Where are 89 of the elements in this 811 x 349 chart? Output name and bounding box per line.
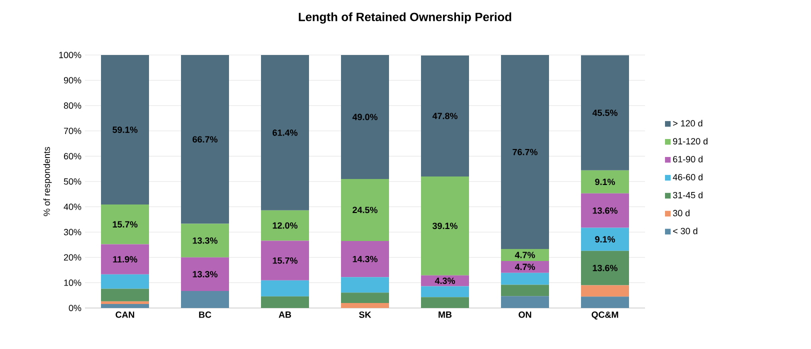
- bar: [581, 228, 630, 251]
- bar: [101, 288, 150, 302]
- bar: [581, 55, 630, 170]
- data-label: 4.3%: [434, 278, 455, 284]
- y-tick-label: 30%: [64, 228, 82, 236]
- y-tick-label: 20%: [64, 254, 82, 261]
- data-label: 11.9%: [113, 256, 138, 262]
- bar: [501, 284, 550, 296]
- x-tick-label: CAN: [116, 312, 134, 318]
- bar: [341, 292, 390, 303]
- data-label: 14.3%: [352, 256, 378, 262]
- legend-label: > 120 d: [673, 120, 702, 126]
- bar: [101, 55, 150, 205]
- bar: [421, 176, 470, 276]
- data-label: 13.6%: [592, 264, 618, 272]
- bar: [101, 204, 150, 244]
- x-tick-label: MB: [438, 312, 452, 318]
- data-label: 49.0%: [352, 114, 378, 120]
- x-tick-label: QC&M: [592, 312, 618, 320]
- legend-label: 30 d: [673, 210, 690, 216]
- y-tick-label: 60%: [64, 153, 82, 160]
- bar: [501, 260, 550, 273]
- data-label: 13.3%: [192, 237, 218, 244]
- data-label: 24.5%: [352, 206, 378, 214]
- y-tick-label: 50%: [64, 178, 82, 185]
- bar: [501, 272, 550, 285]
- bar: [341, 302, 390, 308]
- y-tick-label: 0%: [68, 304, 82, 312]
- y-tick-label: 70%: [64, 128, 82, 134]
- data-label: 45.5%: [592, 110, 618, 116]
- bar: [261, 55, 310, 210]
- bar: [341, 277, 390, 293]
- data-label: 13.3%: [192, 271, 218, 278]
- data-label: 59.1%: [112, 126, 138, 133]
- bar: [501, 249, 550, 261]
- legend-label: 91-120 d: [673, 138, 708, 144]
- data-label: 12.0%: [272, 222, 298, 229]
- bar: [581, 170, 630, 194]
- bar: [341, 240, 390, 278]
- data-label: 47.8%: [432, 112, 458, 120]
- data-label: 76.7%: [512, 148, 538, 156]
- bar: [581, 285, 630, 297]
- bar: [101, 301, 150, 304]
- chart-title: Length of Retained Ownership Period: [298, 12, 512, 24]
- bar: [101, 274, 150, 289]
- x-tick-label: SK: [359, 312, 372, 318]
- bar: [101, 244, 150, 274]
- data-label: 9.1%: [595, 178, 615, 186]
- bar: [261, 240, 310, 280]
- legend-label: 46-60 d: [672, 174, 702, 180]
- bar: [261, 296, 310, 308]
- x-tick-label: ON: [518, 312, 532, 318]
- data-label: 39.1%: [432, 222, 458, 230]
- bar: [261, 210, 310, 241]
- bar: [101, 304, 150, 308]
- y-tick-label: 100%: [59, 52, 82, 58]
- bar: [421, 286, 470, 298]
- bar: [421, 297, 470, 308]
- legend-label: < 30 d: [673, 228, 698, 234]
- bar: [181, 291, 230, 308]
- bar: [181, 55, 230, 224]
- data-label: 66.7%: [192, 136, 218, 143]
- data-label: 4.7%: [514, 252, 535, 258]
- y-tick-label: 80%: [64, 102, 82, 109]
- y-axis-title: % of respondents: [43, 146, 52, 216]
- data-label: 9.1%: [595, 236, 615, 242]
- data-label: 61.4%: [272, 129, 298, 136]
- bar: [341, 178, 390, 241]
- bar: [581, 250, 630, 286]
- x-tick-label: AB: [278, 312, 292, 318]
- bar: [581, 193, 630, 228]
- data-label: 15.7%: [112, 221, 138, 228]
- legend-label: 61-90 d: [673, 156, 702, 162]
- bar: [501, 55, 550, 250]
- y-tick-label: 40%: [64, 204, 82, 210]
- y-tick-label: 10%: [64, 280, 82, 286]
- bar: [501, 296, 550, 308]
- bar: [261, 280, 310, 296]
- data-label: 4.7%: [514, 264, 535, 270]
- x-tick-label: BC: [199, 312, 212, 318]
- bar: [421, 56, 470, 176]
- bar: [581, 296, 630, 308]
- legend-label: 31-45 d: [673, 192, 702, 198]
- data-label: 15.7%: [272, 257, 298, 264]
- data-label: 13.6%: [592, 207, 618, 214]
- y-tick-label: 90%: [64, 77, 82, 84]
- bar: [341, 55, 390, 179]
- bar: [181, 224, 230, 258]
- bar: [181, 257, 230, 292]
